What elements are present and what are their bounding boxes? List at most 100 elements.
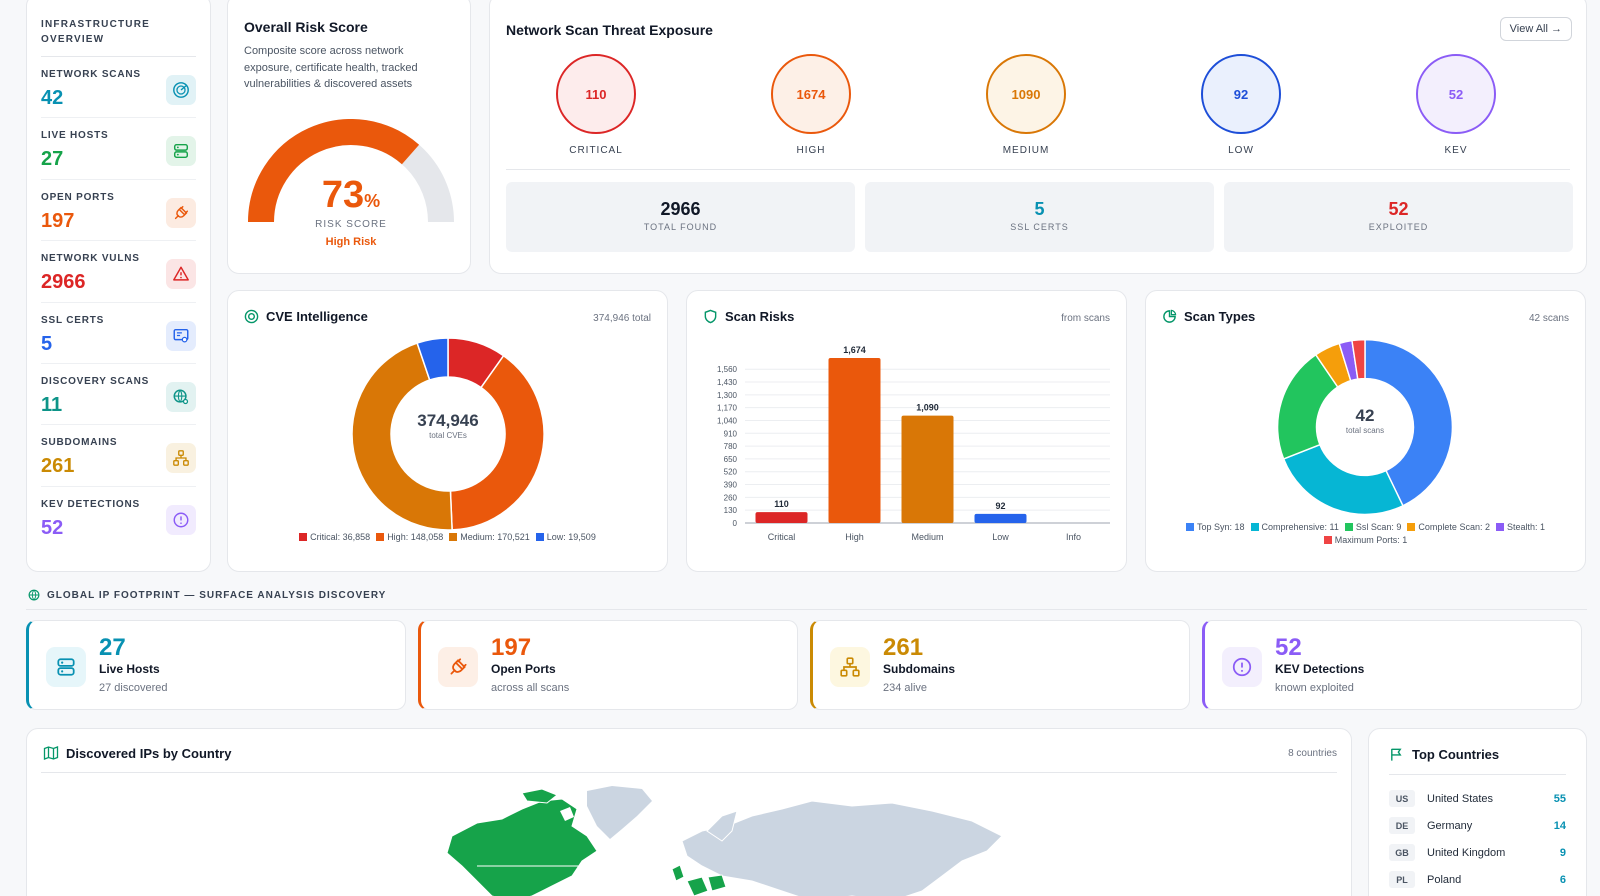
stat-sublabel: across all scans — [491, 682, 570, 694]
total-label: TOTAL FOUND — [643, 222, 718, 232]
map-icon — [43, 746, 59, 760]
severity-medium[interactable]: 1090 MEDIUM — [976, 54, 1076, 156]
sidebar-item-label: NETWORK SCANS — [41, 69, 141, 80]
network-icon — [166, 443, 196, 474]
sidebar-item-network-scans[interactable]: NETWORK SCANS 42 — [41, 57, 196, 119]
cve-slice-high[interactable] — [449, 354, 545, 531]
threat-title: Network Scan Threat Exposure — [506, 22, 713, 38]
country-row[interactable]: US United States 55 — [1389, 785, 1566, 812]
total-box-total-found: 2966 TOTAL FOUND — [506, 182, 855, 252]
total-label: EXPLOITED — [1368, 222, 1429, 232]
legend-swatch — [1344, 523, 1353, 531]
severity-low[interactable]: 92 LOW — [1191, 54, 1291, 156]
risk-description: Composite score across network exposure,… — [244, 45, 418, 90]
legend-item: Stealth: 1 — [1495, 521, 1545, 534]
scan-type-slice-top-syn[interactable] — [1364, 338, 1454, 507]
shield-icon — [704, 309, 717, 324]
stat-value: 197 — [491, 634, 532, 661]
total-value: 2966 — [660, 199, 701, 219]
flag-icon — [1391, 748, 1402, 761]
sidebar-item-discovery-scans[interactable]: DISCOVERY SCANS 11 — [41, 364, 196, 426]
alert-circle-icon — [1222, 647, 1262, 687]
severity-label: HIGH — [796, 145, 826, 156]
bar-critical[interactable] — [755, 512, 808, 523]
legend-swatch — [1495, 523, 1504, 531]
cve-legend: Critical: 36,858 High: 148,058 Medium: 170… — [248, 531, 647, 544]
scan-type-slice-maximum-ports[interactable] — [1351, 338, 1366, 380]
gauge-fill — [248, 119, 420, 223]
cve-slice-low[interactable] — [416, 337, 449, 381]
scan-types-card: Scan Types 42 scans 42 total scans Top S… — [1145, 290, 1586, 572]
stat-sublabel: 27 discovered — [99, 682, 168, 694]
country-count: 9 — [1559, 846, 1566, 859]
severity-count: 92 — [1201, 54, 1281, 134]
y-tick-label: 910 — [724, 429, 738, 438]
legend-swatch — [1407, 523, 1416, 531]
view-all-button[interactable]: View All → — [1499, 17, 1572, 41]
sidebar-item-live-hosts[interactable]: LIVE HOSTS 27 — [41, 118, 196, 180]
top-countries-title: Top Countries — [1412, 747, 1500, 762]
globe-icon — [28, 589, 40, 601]
stat-value: 52 — [1275, 634, 1302, 661]
stat-label: Subdomains — [883, 662, 956, 676]
severity-high[interactable]: 1674 HIGH — [761, 54, 861, 156]
total-box-ssl-certs: 5 SSL CERTS — [865, 182, 1214, 252]
risk-title: Overall Risk Score — [244, 19, 368, 35]
severity-kev[interactable]: 52 KEV — [1406, 54, 1506, 156]
stat-sublabel: 234 alive — [883, 682, 928, 694]
sidebar-item-ssl-certs[interactable]: SSL CERTS 5 — [41, 303, 196, 364]
server-icon — [166, 136, 196, 167]
stat-card-open-ports[interactable]: 197 Open Ports across all scans — [418, 620, 798, 710]
bar-medium[interactable] — [901, 415, 954, 523]
country-code: US — [1389, 790, 1415, 807]
scan-types-center-label: total scans — [1345, 426, 1385, 435]
legend-swatch — [299, 533, 308, 541]
y-tick-label: 1,300 — [717, 391, 738, 400]
network-icon — [830, 647, 870, 687]
sidebar-item-kev-detections[interactable]: KEV DETECTIONS 52 — [41, 487, 196, 548]
severity-count: 1674 — [771, 54, 851, 134]
country-row[interactable]: GB United Kingdom 9 — [1389, 839, 1566, 866]
cve-intelligence-card: CVE Intelligence 374,946 total 374,946 t… — [227, 290, 668, 572]
ip-map-card: Discovered IPs by Country 8 countries — [26, 728, 1352, 896]
severity-label: MEDIUM — [1002, 145, 1050, 156]
sidebar-item-label: LIVE HOSTS — [41, 130, 109, 142]
legend-item: Comprehensive: 11 — [1250, 521, 1339, 534]
country-code: GB — [1389, 844, 1415, 861]
sidebar-item-label: DISCOVERY SCANS — [41, 375, 150, 387]
sidebar-list: NETWORK SCANS 42 LIVE HOSTS 27 OPEN PORT… — [41, 57, 196, 548]
risk-level: High Risk — [325, 236, 377, 248]
sidebar-item-open-ports[interactable]: OPEN PORTS 197 — [41, 180, 196, 242]
warning-icon — [166, 259, 196, 290]
y-tick-label: 0 — [733, 519, 738, 528]
risk-score-card: Overall Risk Score Composite score acros… — [227, 0, 471, 274]
sidebar-item-label: NETWORK VULNS — [41, 253, 140, 265]
bar-high[interactable] — [828, 358, 881, 523]
legend-swatch — [535, 533, 544, 541]
stat-card-subdomains[interactable]: 261 Subdomains 234 alive — [810, 620, 1190, 710]
country-name: United Kingdom — [1427, 846, 1506, 859]
bar-low[interactable] — [974, 513, 1027, 523]
country-row[interactable]: PL Poland 6 — [1389, 866, 1566, 893]
pie-chart-icon — [1163, 309, 1177, 323]
country-code: DE — [1389, 817, 1415, 834]
sidebar-item-subdomains[interactable]: SUBDOMAINS 261 — [41, 425, 196, 487]
top-countries-card: Top Countries US United States 55 DE Germ… — [1368, 728, 1587, 896]
stat-sublabel: known exploited — [1275, 682, 1354, 694]
severity-critical[interactable]: 110 CRITICAL — [546, 54, 646, 156]
sidebar-item-network-vulns[interactable]: NETWORK VULNS 2966 — [41, 241, 196, 303]
map-title: Discovered IPs by Country — [66, 745, 232, 761]
country-row[interactable]: DE Germany 14 — [1389, 812, 1566, 839]
legend-item: Complete Scan: 2 — [1407, 521, 1490, 534]
stat-card-kev-detections[interactable]: 52 KEV Detections known exploited — [1202, 620, 1582, 710]
legend-swatch — [1185, 523, 1194, 531]
scan-type-slice-comprehensive[interactable] — [1282, 443, 1404, 516]
world-map — [446, 786, 1003, 896]
cve-slice-medium[interactable] — [351, 342, 453, 531]
stat-card-live-hosts[interactable]: 27 Live Hosts 27 discovered — [26, 620, 406, 710]
y-tick-label: 1,040 — [717, 416, 738, 425]
stat-value: 27 — [99, 634, 126, 661]
x-tick-label: Critical — [768, 532, 796, 542]
sidebar-item-label: OPEN PORTS — [41, 191, 115, 203]
sidebar-item-value: 197 — [41, 209, 75, 232]
